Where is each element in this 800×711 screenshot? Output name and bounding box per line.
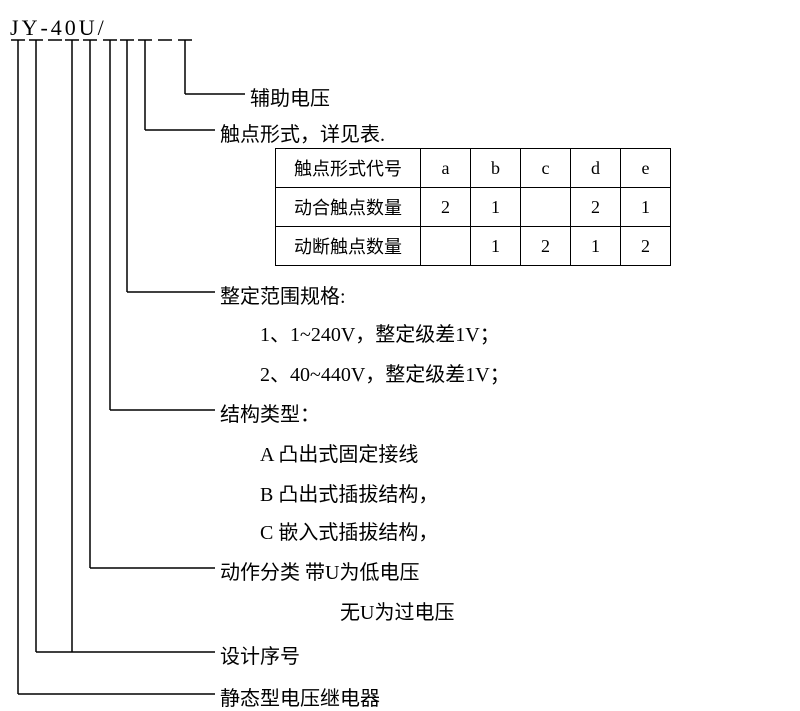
lbl_action: 动作分类 带U为低电压 [220, 556, 419, 585]
lbl_range: 整定范围规格: [220, 280, 346, 309]
mc-0: J [10, 15, 22, 41]
th-d: d [571, 149, 621, 188]
th-a: a [421, 149, 471, 188]
lbl_static: 静态型电压继电器 [220, 682, 380, 711]
table-row: 动断触点数量 1 2 1 2 [276, 227, 671, 266]
lbl_contact: 触点形式，详见表. [220, 118, 385, 147]
mc-5: U [79, 15, 98, 41]
cell: 1 [471, 227, 521, 266]
ind_a2: 无U为过电压 [340, 596, 454, 625]
cell: 1 [571, 227, 621, 266]
table-header-row: 触点形式代号 a b c d e [276, 149, 671, 188]
lbl_struct: 结构类型： [220, 398, 320, 427]
mc-1: Y [22, 15, 41, 41]
mc-8: / [98, 15, 107, 41]
th-c: c [521, 149, 571, 188]
cell: 1 [471, 188, 521, 227]
cell [521, 188, 571, 227]
mc-4: 0 [65, 15, 79, 41]
th-b: b [471, 149, 521, 188]
mc-3: 4 [51, 15, 65, 41]
model-code: JY-40U / [10, 15, 107, 41]
row-hdr-2: 动断触点数量 [276, 227, 421, 266]
row-hdr-1: 动合触点数量 [276, 188, 421, 227]
ind_s2: B 凸出式插拔结构， [260, 478, 438, 507]
cell: 2 [571, 188, 621, 227]
th-label: 触点形式代号 [276, 149, 421, 188]
contact-form-table: 触点形式代号 a b c d e 动合触点数量 2 1 2 1 动断触点数量 1… [275, 148, 671, 266]
ind_s3: C 嵌入式插拔结构， [260, 516, 438, 545]
mc-2: - [40, 15, 50, 41]
cell: 2 [521, 227, 571, 266]
lbl_aux: 辅助电压 [250, 82, 330, 111]
ind_r1: 1、1~240V，整定级差1V； [260, 318, 500, 347]
cell [421, 227, 471, 266]
table-row: 动合触点数量 2 1 2 1 [276, 188, 671, 227]
cell: 2 [421, 188, 471, 227]
ind_r2: 2、40~440V，整定级差1V； [260, 358, 510, 387]
cell: 1 [621, 188, 671, 227]
th-e: e [621, 149, 671, 188]
ind_s1: A 凸出式固定接线 [260, 438, 418, 467]
cell: 2 [621, 227, 671, 266]
lbl_design: 设计序号 [220, 640, 300, 669]
